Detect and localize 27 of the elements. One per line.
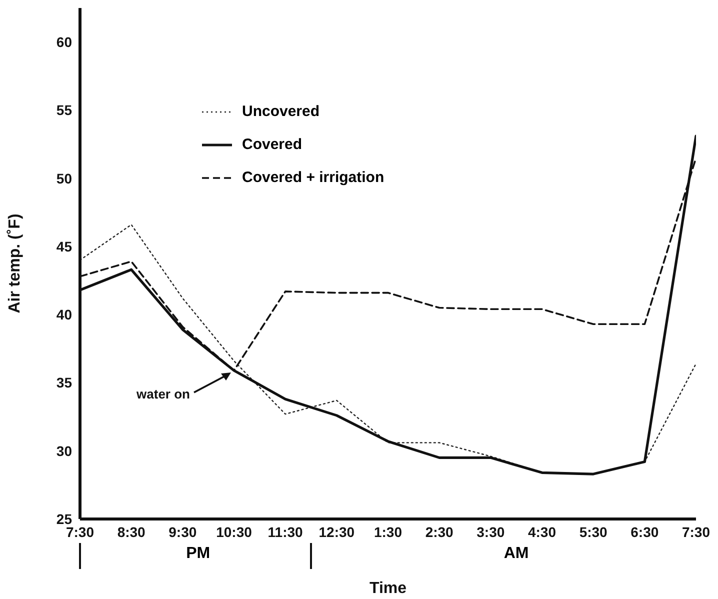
x-tick-label: 4:30 xyxy=(528,524,556,540)
x-tick-label: 3:30 xyxy=(476,524,505,540)
y-tick-label: 35 xyxy=(56,374,72,391)
x-tick-label: 2:30 xyxy=(425,524,454,540)
y-tick-label: 60 xyxy=(56,34,72,50)
x-tick-label: 1:30 xyxy=(374,524,402,540)
x-tick-label: 10:30 xyxy=(216,524,252,540)
x-tick-label: 8:30 xyxy=(117,524,146,540)
y-tick-label: 30 xyxy=(56,442,72,459)
x-tick-label: 9:30 xyxy=(168,524,197,540)
annotation: water on xyxy=(136,386,190,402)
legend-label: Covered xyxy=(242,136,302,153)
text: AM xyxy=(502,545,530,563)
legend-label: Covered + irrigation xyxy=(242,169,384,186)
x-tick-label: 7:30 xyxy=(682,524,710,540)
y-tick-label: 50 xyxy=(56,170,72,186)
x-tick-label: 12:30 xyxy=(318,524,355,540)
x-tick-label: 5:30 xyxy=(579,524,608,540)
y-tick-label: 55 xyxy=(56,102,72,118)
y-tick-label: 40 xyxy=(56,306,72,323)
x-axis-title: Time xyxy=(369,580,407,597)
y-axis-title: Air temp. (˚F) xyxy=(6,214,24,314)
y-tick-label: 45 xyxy=(56,238,72,254)
legend-label: Uncovered xyxy=(242,103,320,120)
text: PM xyxy=(185,545,212,563)
x-tick-label: 6:30 xyxy=(630,524,659,540)
x-tick-label: 11:30 xyxy=(268,524,304,540)
